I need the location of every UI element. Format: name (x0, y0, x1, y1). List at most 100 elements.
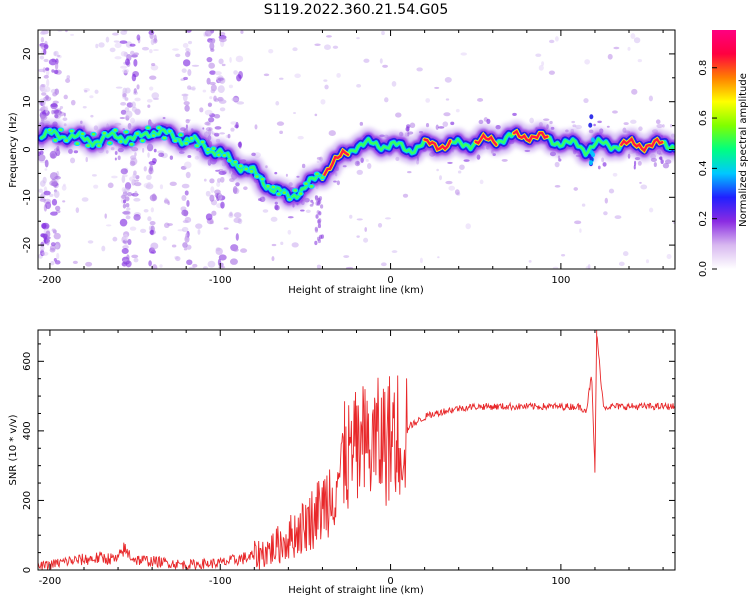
snr-xlabel: Height of straight line (km) (288, 585, 424, 596)
noise-blob (442, 121, 449, 127)
noise-blob (44, 168, 48, 171)
noise-blob (217, 77, 224, 81)
noise-blob (120, 30, 128, 35)
ridge-hot-red (474, 133, 498, 146)
noise-blob (579, 228, 582, 233)
noise-blob (51, 198, 58, 206)
noise-blob (363, 58, 370, 63)
noise-blob (149, 75, 157, 80)
noise-blob (185, 119, 190, 124)
noise-blob (125, 58, 130, 66)
spectrogram-xtick-label: -100 (209, 275, 232, 286)
spectrogram-ytick-label: 10 (22, 95, 33, 108)
noise-blob (182, 93, 188, 102)
noise-blob (171, 244, 177, 248)
noise-blob (444, 77, 452, 83)
noise-blob (117, 155, 121, 161)
noise-blob (395, 112, 402, 118)
noise-blob (541, 61, 545, 66)
ridge-blob-core (298, 192, 303, 196)
noise-blob (90, 114, 94, 118)
noise-blob (232, 247, 239, 252)
noise-blob (215, 169, 220, 172)
noise-blob (554, 36, 559, 42)
noise-blob (172, 48, 179, 51)
noise-blob (235, 233, 239, 241)
noise-blob (324, 84, 329, 90)
noise-blob (184, 190, 189, 196)
noise-blob (184, 104, 190, 112)
noise-blob (271, 243, 277, 247)
noise-blob (606, 125, 610, 128)
noise-blob (162, 236, 167, 241)
noise-blob (445, 180, 453, 185)
ridge-blob-core (244, 167, 248, 171)
noise-blob (377, 222, 383, 228)
noise-blob (149, 194, 158, 202)
noise-blob (257, 198, 262, 201)
noise-blob (336, 180, 340, 186)
noise-blob (152, 157, 157, 164)
snr-xtick-label: -200 (39, 576, 62, 587)
noise-blob (101, 245, 106, 252)
noise-blob (129, 117, 136, 124)
noise-blob (240, 248, 248, 253)
noise-blob (150, 207, 154, 213)
noise-blob (631, 88, 638, 95)
noise-blob (150, 64, 159, 71)
ridge-blob-core (53, 138, 58, 142)
ridge-blob-core (64, 139, 69, 142)
noise-blob (146, 99, 153, 103)
noise-blob (237, 141, 242, 148)
ridge-blob-core (48, 128, 52, 132)
noise-blob (114, 157, 117, 161)
noise-blob (181, 226, 189, 233)
noise-blob (175, 53, 181, 58)
noise-blob (93, 184, 99, 189)
noise-blob (529, 117, 534, 124)
noise-blob (664, 159, 672, 165)
noise-blob (149, 221, 156, 226)
noise-blob (215, 247, 223, 256)
noise-blob (183, 101, 190, 106)
noise-blob (575, 124, 583, 130)
noise-blob (662, 162, 670, 169)
noise-blob (66, 75, 71, 80)
noise-blob (332, 45, 339, 49)
noise-blob (134, 97, 141, 102)
noise-blob (326, 35, 332, 38)
noise-blob (593, 123, 596, 127)
noise-blob (46, 78, 50, 87)
noise-blob (104, 213, 107, 219)
noise-blob (356, 235, 360, 238)
noise-blob (43, 74, 49, 79)
noise-blob (140, 228, 147, 234)
ridge-disturbance (589, 114, 594, 120)
noise-blob (638, 126, 643, 131)
noise-blob (317, 220, 322, 225)
noise-blob (141, 46, 149, 51)
colorbar-tick-label: 0.0 (698, 261, 709, 277)
noise-blob (49, 247, 56, 253)
noise-blob (105, 36, 110, 43)
noise-blob (63, 112, 66, 117)
ridge-blob-core (260, 177, 265, 181)
noise-blob (209, 81, 216, 86)
noise-blob (192, 263, 198, 268)
noise-blob (328, 130, 336, 137)
noise-blob (548, 70, 555, 75)
noise-blob (51, 228, 56, 232)
ridge-blob-core (129, 142, 134, 146)
noise-blob (243, 186, 248, 191)
noise-blob (204, 109, 213, 116)
spectrogram-ytick-label: 0 (22, 146, 33, 152)
ridge-blob-core (255, 175, 259, 178)
ridge-blob-core (124, 130, 129, 134)
noise-blob (40, 233, 46, 238)
ridge-hot-red (321, 148, 350, 180)
noise-blob (40, 241, 45, 248)
spectrogram-ridge (38, 114, 675, 210)
ridge-blob-core (75, 142, 79, 146)
noise-blob (275, 101, 280, 106)
noise-blob (209, 70, 216, 75)
